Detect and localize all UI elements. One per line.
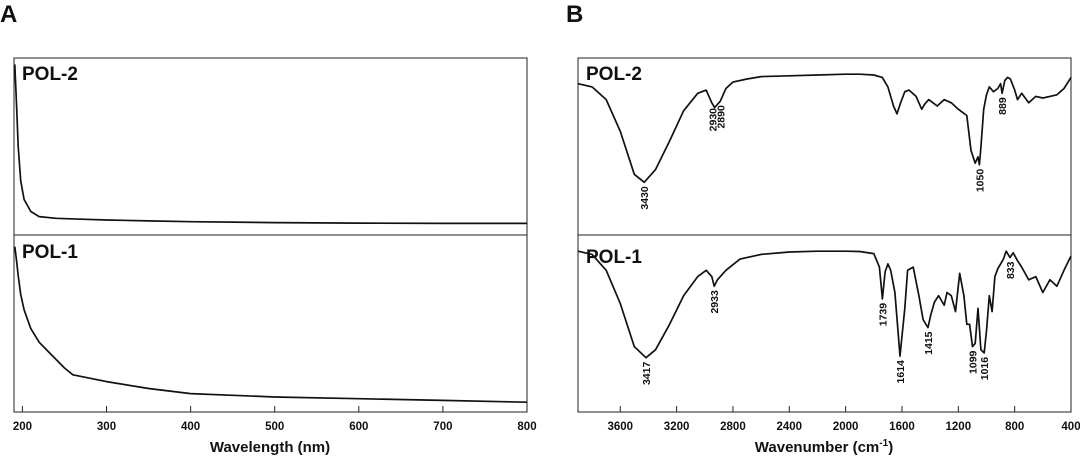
- panel-b-curve-pol-1: [577, 250, 1072, 359]
- panel-b-x-tick-label: 1600: [889, 421, 915, 433]
- panel-b-peak-label: 2930: [708, 108, 720, 132]
- panel-b-x-tick-label: 2000: [833, 421, 859, 433]
- panel-a-x-axis-title: Wavelength (nm): [210, 439, 330, 456]
- panel-b-peak-label: 1099: [968, 350, 980, 374]
- panel-b-x-ticks: 3600 3200 2800 2400 2000 1600 1200 800 400: [607, 406, 1080, 433]
- panel-b-peak-label: 1415: [923, 331, 935, 355]
- panel-b-peak-label: 1050: [974, 169, 986, 193]
- panel-b-peak-label: 833: [1005, 261, 1017, 279]
- panel-b-plot: POL-2 POL-1 3600 3200 2800 2400 2000 1600 1200…: [577, 57, 1080, 433]
- panel-b-peak-label: 3430: [639, 186, 651, 210]
- panel-a-x-tick-label: 200: [13, 421, 32, 433]
- panel-b-peak-label: 2890: [715, 105, 727, 129]
- panel-a-curves: [13, 64, 528, 404]
- panel-b-x-tick-label: 2800: [720, 421, 746, 433]
- panel-b-peak-label: 1016: [979, 357, 991, 381]
- panel-b-peak-label: 2933: [709, 290, 721, 314]
- panel-b-x-axis-title-main: Wavenumber (cm: [755, 439, 879, 456]
- panel-b-x-tick-label: 3600: [607, 421, 633, 433]
- panel-a-x-tick-label: 500: [265, 421, 284, 433]
- panel-a-x-ticks: 200 300 400 500 600 700 800: [13, 406, 537, 433]
- panel-b-peak-label: 1739: [877, 303, 889, 327]
- panel-a-plot: POL-2 POL-1 200 300 400 500 600 700 800: [13, 57, 537, 433]
- panel-a-pol1-label: POL-1: [22, 242, 78, 263]
- panel-b-peak-label: 3417: [641, 362, 653, 386]
- panel-b-x-axis-title-sup: -1: [879, 438, 888, 449]
- panel-b-letter: B: [566, 1, 583, 28]
- panel-b-curve-pol-2: [577, 73, 1072, 184]
- panel-a-top-frame: [13, 57, 528, 236]
- panel-b-x-axis-title: Wavenumber (cm-1): [755, 438, 893, 456]
- panel-a-bottom-frame: [13, 234, 528, 413]
- panel-b-x-axis-title-end: ): [888, 439, 893, 456]
- panel-b-x-tick-label: 800: [1005, 421, 1024, 433]
- panel-a-x-tick-label: 600: [349, 421, 368, 433]
- panel-a-pol2-label: POL-2: [22, 64, 78, 85]
- panel-a-x-tick-label: 400: [181, 421, 200, 433]
- panel-b-x-tick-label: 400: [1061, 421, 1080, 433]
- panel-b-curves: [577, 73, 1072, 359]
- panel-b-peak-label: 889: [997, 97, 1009, 115]
- panel-b-peak-label: 1614: [895, 360, 907, 384]
- panel-b-x-tick-label: 3200: [664, 421, 690, 433]
- panel-a-x-tick-label: 700: [433, 421, 452, 433]
- panel-a-x-tick-label: 800: [517, 421, 536, 433]
- panel-b-pol2-label: POL-2: [586, 64, 642, 85]
- panel-a-curve-pol-2: [13, 64, 527, 225]
- panel-b-x-tick-label: 2400: [776, 421, 802, 433]
- panel-a-x-tick-label: 300: [97, 421, 116, 433]
- panel-a-letter: A: [0, 1, 17, 28]
- panel-a-curve-pol-1: [13, 246, 528, 404]
- panel-b-x-tick-label: 1200: [946, 421, 972, 433]
